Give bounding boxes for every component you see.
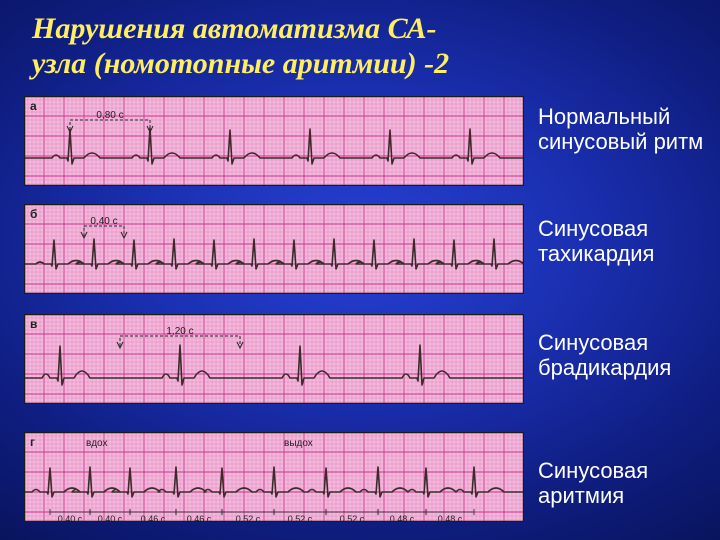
svg-text:1,20 с: 1,20 с — [166, 326, 193, 337]
svg-text:вдох: вдох — [86, 438, 107, 449]
ecg-strip-3: вдохвыдох0,40 с0,40 с0,46 с0,46 с0,52 с0… — [24, 432, 524, 522]
svg-text:выдох: выдох — [284, 438, 313, 449]
svg-text:б: б — [30, 207, 37, 221]
ecg-strip-0: 0,80 с а — [24, 96, 524, 186]
ecg-strip-1: 0,40 с б — [24, 204, 524, 294]
strip-label-1: Синусовая тахикардия — [538, 216, 708, 267]
strip-label-3: Синусовая аритмия — [538, 458, 708, 509]
ecg-strip-2: 1,20 с в — [24, 314, 524, 404]
title-line2: узла (номотопные аритмии) -2 — [32, 47, 449, 80]
svg-text:0,40 с: 0,40 с — [90, 216, 117, 227]
svg-text:в: в — [30, 317, 37, 331]
svg-text:г: г — [30, 435, 35, 449]
svg-text:0,80 с: 0,80 с — [96, 110, 123, 121]
slide-title: Нарушения автоматизма СА- узла (номотопн… — [32, 12, 692, 81]
svg-text:а: а — [30, 99, 37, 113]
title-line1: Нарушения автоматизма СА- — [32, 12, 437, 45]
strip-label-0: Нормальный синусовый ритм — [538, 104, 708, 155]
strip-label-2: Синусовая брадикардия — [538, 330, 708, 381]
